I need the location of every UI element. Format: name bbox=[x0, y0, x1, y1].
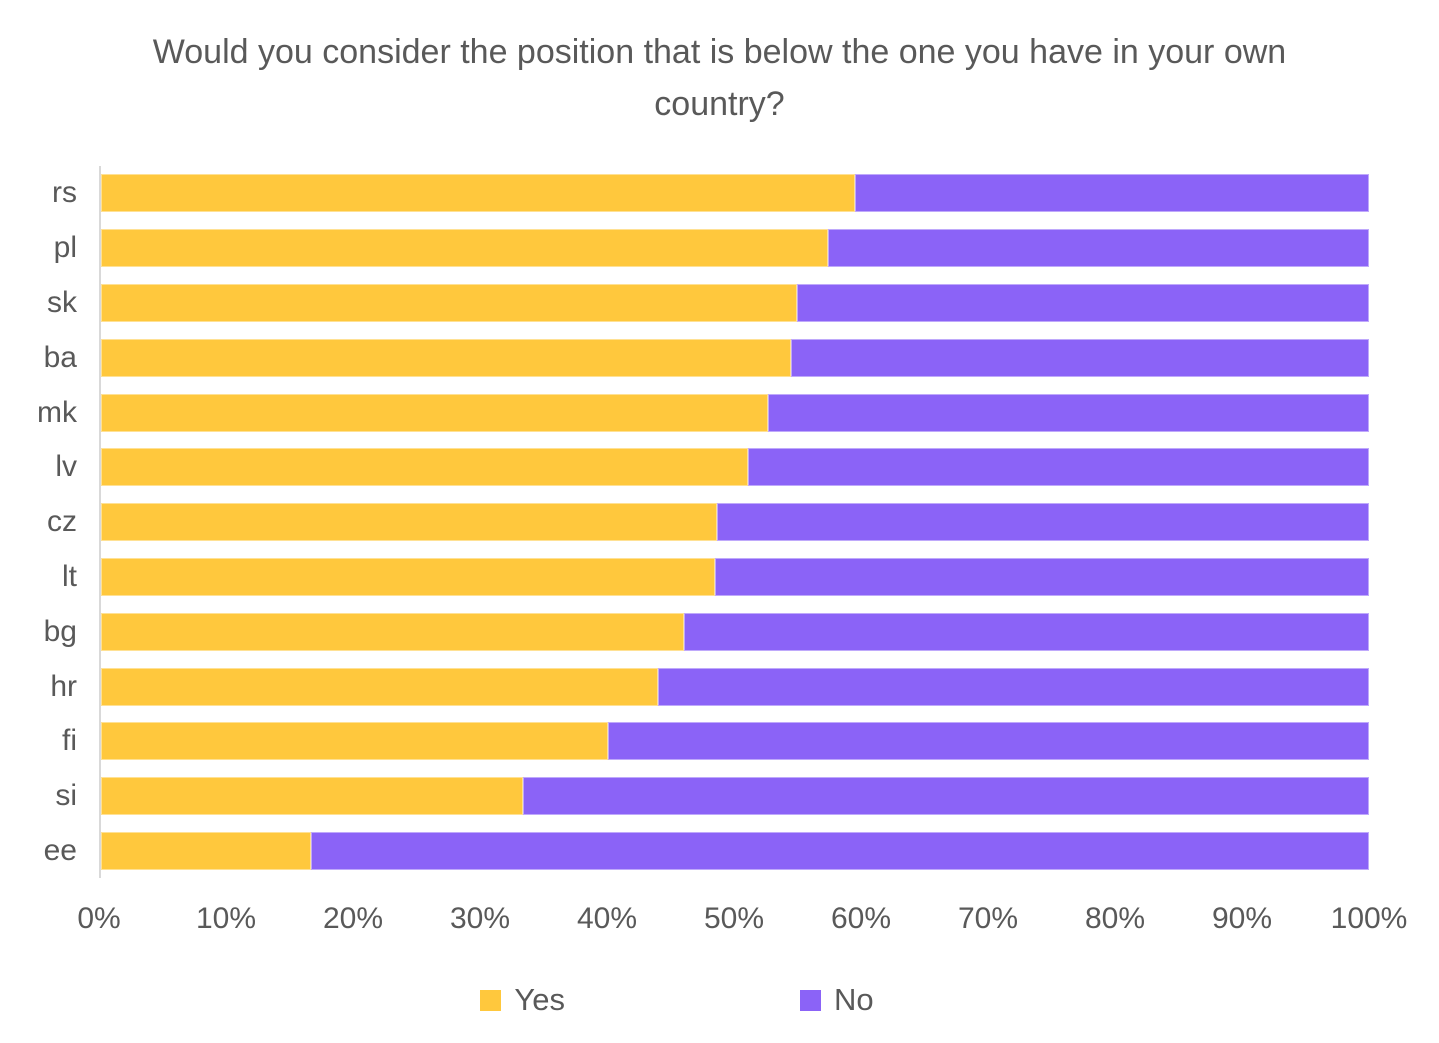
bar-segment-yes-fi bbox=[101, 722, 609, 761]
x-axis-tick-label: 70% bbox=[957, 902, 1019, 936]
bar-segment-yes-pl bbox=[101, 229, 828, 268]
bar-segment-no-ee bbox=[311, 831, 1369, 870]
bar-segment-no-mk bbox=[767, 393, 1369, 432]
bar-segment-no-fi bbox=[608, 722, 1369, 761]
bar-row-ba bbox=[101, 330, 1369, 385]
bar-segment-no-si bbox=[523, 777, 1369, 816]
bar-segment-yes-ba bbox=[101, 338, 791, 377]
legend-label-yes: Yes bbox=[514, 982, 565, 1018]
stacked-bar-lt bbox=[101, 557, 1369, 596]
category-label-hr: hr bbox=[50, 669, 77, 703]
stacked-bar-ba bbox=[101, 338, 1369, 377]
legend-marker-yes bbox=[480, 989, 502, 1011]
bar-segment-yes-hr bbox=[101, 667, 658, 706]
stacked-bar-fi bbox=[101, 722, 1369, 761]
chart-title: Would you consider the position that is … bbox=[152, 33, 1287, 123]
category-label-ee: ee bbox=[43, 833, 77, 867]
x-axis-tick-label: 30% bbox=[449, 902, 511, 936]
x-axis-tick-label: 100% bbox=[1330, 902, 1408, 936]
bar-segment-no-sk bbox=[797, 283, 1369, 322]
stacked-bar-sk bbox=[101, 283, 1369, 322]
x-axis-tick-label: 90% bbox=[1211, 902, 1273, 936]
bar-row-pl bbox=[101, 221, 1369, 276]
plot-area bbox=[99, 166, 1369, 879]
bar-row-ee bbox=[101, 824, 1369, 879]
bar-segment-yes-ee bbox=[101, 831, 312, 870]
category-label-sk: sk bbox=[47, 285, 77, 319]
legend-label-no: No bbox=[833, 982, 874, 1018]
bar-segment-no-ba bbox=[790, 338, 1369, 377]
category-label-cz: cz bbox=[47, 505, 77, 539]
x-axis-tick-label: 20% bbox=[322, 902, 384, 936]
bar-row-si bbox=[101, 769, 1369, 824]
stacked-bar-cz bbox=[101, 503, 1369, 542]
bar-segment-yes-rs bbox=[101, 174, 856, 213]
x-axis-tick-label: 40% bbox=[576, 902, 638, 936]
category-label-rs: rs bbox=[52, 176, 77, 210]
bar-segment-no-pl bbox=[827, 229, 1369, 268]
bar-segment-yes-bg bbox=[101, 612, 685, 651]
category-label-ba: ba bbox=[43, 340, 77, 374]
stacked-bar-mk bbox=[101, 393, 1369, 432]
bar-segment-no-lv bbox=[747, 448, 1369, 487]
bar-row-lv bbox=[101, 440, 1369, 495]
bar-segment-yes-lt bbox=[101, 557, 715, 596]
bar-segment-yes-si bbox=[101, 777, 524, 816]
stacked-bar-pl bbox=[101, 229, 1369, 268]
bar-segment-no-lt bbox=[714, 557, 1369, 596]
category-label-pl: pl bbox=[53, 231, 77, 265]
bar-segment-yes-lv bbox=[101, 448, 748, 487]
legend: Yes No bbox=[0, 982, 1439, 1018]
bar-row-sk bbox=[101, 276, 1369, 331]
bar-row-cz bbox=[101, 495, 1369, 550]
bar-row-lt bbox=[101, 550, 1369, 605]
bar-segment-no-hr bbox=[657, 667, 1369, 706]
x-axis-tick-label: 50% bbox=[703, 902, 765, 936]
chart-body: rs pl sk ba mk lv cz lt bg hr fi si ee bbox=[0, 166, 1439, 879]
stacked-bar-hr bbox=[101, 667, 1369, 706]
x-axis-tick-label: 10% bbox=[195, 902, 257, 936]
category-label-si: si bbox=[55, 779, 77, 813]
category-label-lv: lv bbox=[55, 450, 77, 484]
category-labels: rs pl sk ba mk lv cz lt bg hr fi si ee bbox=[0, 166, 99, 878]
bar-segment-yes-cz bbox=[101, 503, 718, 542]
x-axis-tick-label: 80% bbox=[1084, 902, 1146, 936]
bar-row-fi bbox=[101, 714, 1369, 769]
legend-item-yes: Yes bbox=[480, 982, 565, 1018]
bar-segment-no-cz bbox=[717, 503, 1369, 542]
bar-row-mk bbox=[101, 385, 1369, 440]
stacked-bar-si bbox=[101, 777, 1369, 816]
category-label-lt: lt bbox=[62, 559, 77, 593]
bar-segment-no-rs bbox=[855, 174, 1369, 213]
legend-item-no: No bbox=[799, 982, 874, 1018]
bar-row-bg bbox=[101, 604, 1369, 659]
category-label-bg: bg bbox=[43, 614, 77, 648]
category-label-fi: fi bbox=[62, 724, 77, 758]
stacked-bar-bg bbox=[101, 612, 1369, 651]
bar-segment-no-bg bbox=[684, 612, 1369, 651]
stacked-bar-lv bbox=[101, 448, 1369, 487]
bar-row-hr bbox=[101, 659, 1369, 714]
x-axis: 0% 10% 20% 30% 40% 50% 60% 70% 80% 90% 100% bbox=[77, 896, 1407, 940]
stacked-bar-rs bbox=[101, 174, 1369, 213]
stacked-bar-ee bbox=[101, 831, 1369, 870]
legend-marker-no bbox=[799, 989, 821, 1011]
bar-segment-yes-mk bbox=[101, 393, 768, 432]
x-axis-tick-label: 0% bbox=[77, 902, 121, 936]
bar-row-rs bbox=[101, 166, 1369, 221]
x-axis-tick-label: 60% bbox=[830, 902, 892, 936]
bar-segment-yes-sk bbox=[101, 283, 798, 322]
category-label-mk: mk bbox=[37, 395, 77, 429]
